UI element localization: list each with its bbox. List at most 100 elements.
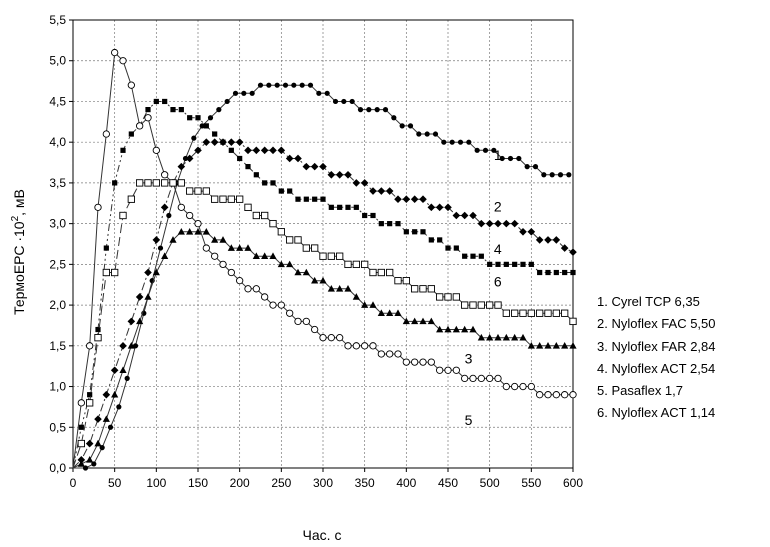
data-point	[419, 358, 427, 366]
data-point	[469, 325, 477, 333]
x-tick-label: 100	[146, 476, 166, 490]
y-tick-label: 2,0	[49, 298, 66, 312]
data-point	[227, 138, 236, 146]
data-point	[212, 131, 218, 137]
y-tick-label: 4,5	[49, 94, 66, 108]
data-point	[103, 245, 109, 251]
y-tick-label: 0,0	[49, 461, 66, 475]
data-point	[177, 203, 185, 211]
data-point	[136, 179, 144, 187]
data-point	[352, 179, 361, 187]
data-point	[219, 195, 227, 203]
data-point	[269, 252, 277, 260]
data-point	[127, 342, 135, 349]
data-point	[478, 253, 484, 259]
data-point	[294, 236, 302, 244]
data-point	[252, 211, 260, 220]
data-point	[194, 146, 202, 155]
data-point	[527, 309, 535, 317]
data-point	[177, 179, 185, 187]
data-point	[457, 139, 464, 145]
data-point	[236, 277, 244, 285]
data-point	[452, 325, 460, 333]
data-point	[86, 342, 94, 350]
data-point	[207, 115, 214, 121]
data-point	[269, 301, 277, 309]
data-point	[152, 146, 160, 154]
data-point	[286, 236, 294, 244]
data-point	[303, 196, 309, 202]
data-point	[202, 244, 210, 252]
data-point	[352, 293, 360, 300]
data-point	[474, 147, 480, 153]
data-point	[182, 155, 189, 162]
data-point	[552, 236, 561, 244]
data-point	[352, 260, 360, 269]
data-point	[427, 358, 435, 366]
data-point	[452, 211, 461, 220]
data-point	[402, 317, 410, 325]
data-point	[86, 399, 94, 407]
data-point	[541, 172, 547, 178]
data-point	[277, 228, 285, 236]
data-point	[487, 261, 493, 267]
legend-item: 5. Pasaflex 1,7	[597, 383, 683, 399]
data-point	[77, 399, 85, 407]
data-point	[102, 415, 110, 422]
data-point	[336, 285, 344, 292]
x-tick-label: 250	[271, 476, 291, 490]
data-point	[302, 317, 310, 326]
data-point	[145, 107, 151, 113]
data-point	[244, 203, 252, 211]
data-point	[177, 227, 185, 235]
data-point	[544, 391, 552, 399]
data-point	[561, 309, 569, 317]
data-point	[194, 227, 202, 235]
x-tick-label: 350	[355, 476, 375, 490]
data-point	[294, 154, 302, 163]
data-point	[324, 90, 330, 96]
data-point	[160, 203, 169, 212]
data-point	[144, 268, 152, 277]
data-point	[569, 342, 577, 349]
data-point	[170, 107, 176, 113]
data-point	[185, 154, 194, 163]
data-point	[394, 277, 402, 285]
data-point	[112, 180, 118, 186]
data-point	[194, 187, 202, 195]
x-tick-label: 550	[521, 476, 541, 490]
data-point	[269, 219, 277, 228]
data-point	[187, 115, 193, 121]
data-point	[386, 309, 394, 317]
data-point	[452, 293, 460, 301]
data-point	[361, 301, 369, 308]
data-point	[269, 146, 277, 155]
data-point	[485, 219, 494, 228]
data-point	[227, 244, 235, 251]
data-point	[335, 170, 344, 179]
data-point	[211, 195, 219, 203]
data-point	[249, 90, 255, 96]
data-point	[253, 172, 259, 178]
data-point	[544, 236, 552, 244]
data-point	[278, 188, 284, 194]
data-point	[549, 172, 555, 178]
data-point	[461, 301, 469, 309]
y-tick-label: 5,5	[49, 13, 66, 27]
data-point	[111, 268, 119, 277]
data-point	[127, 317, 136, 326]
data-point	[453, 245, 459, 251]
data-point	[311, 325, 319, 334]
data-point	[552, 309, 560, 317]
data-point	[245, 164, 251, 170]
data-point	[327, 285, 335, 292]
data-point	[307, 82, 314, 88]
data-point	[570, 269, 576, 276]
data-point	[444, 203, 452, 212]
data-point	[361, 342, 369, 350]
y-tick-label: 4,0	[49, 135, 66, 149]
data-point	[302, 268, 310, 276]
x-tick-label: 450	[438, 476, 458, 490]
data-point	[319, 334, 327, 342]
data-point	[562, 269, 568, 276]
